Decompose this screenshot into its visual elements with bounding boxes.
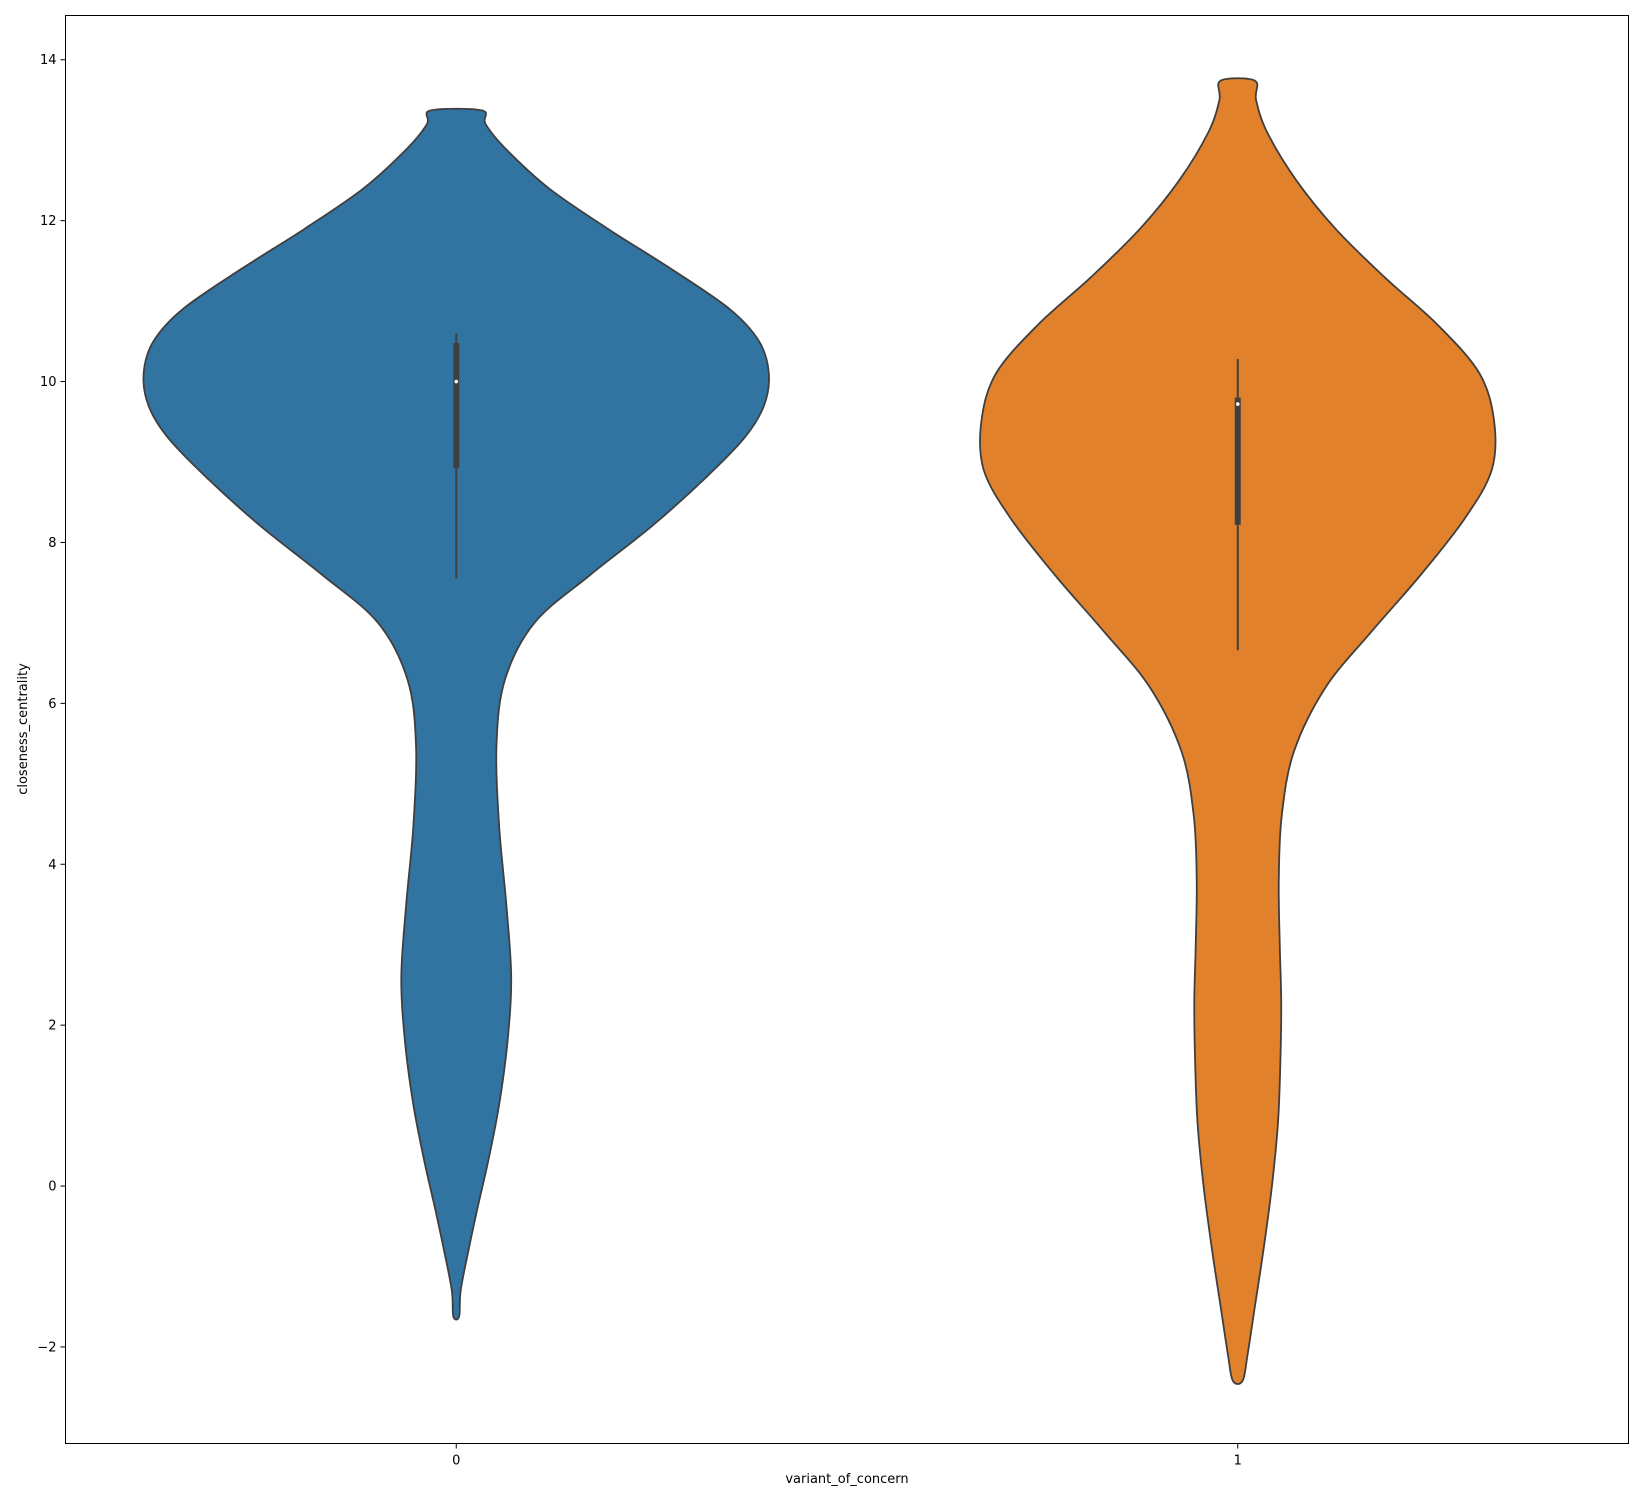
iqr-box-0 [453,342,460,469]
plot-frame [65,15,1629,1444]
median-dot-0 [454,379,459,384]
y-tick-label: 14 [40,53,57,68]
y-tick-label: 8 [48,536,56,551]
y-axis-label: closeness_centrality [16,663,31,795]
y-tick-label: 4 [48,858,56,873]
y-tick-label: 2 [48,1019,56,1034]
violin-1 [979,77,1497,1385]
y-tick-label: 10 [40,375,57,390]
y-axis: −2 0 2 4 6 8 10 12 14 [37,53,66,1355]
violin-0 [142,107,770,1321]
median-dot-1 [1235,402,1240,406]
y-tick-label: 6 [48,697,56,712]
x-axis-label: variant_of_concern [785,1472,908,1487]
iqr-box-1 [1234,397,1241,525]
boxes-layer [453,333,1241,651]
y-tick-label: 12 [40,214,57,229]
y-tick-label: −2 [37,1340,56,1355]
x-tick-label: 1 [1234,1454,1242,1469]
violins-layer [142,77,1497,1385]
x-tick-label: 0 [452,1454,460,1469]
y-tick-label: 0 [48,1180,56,1195]
